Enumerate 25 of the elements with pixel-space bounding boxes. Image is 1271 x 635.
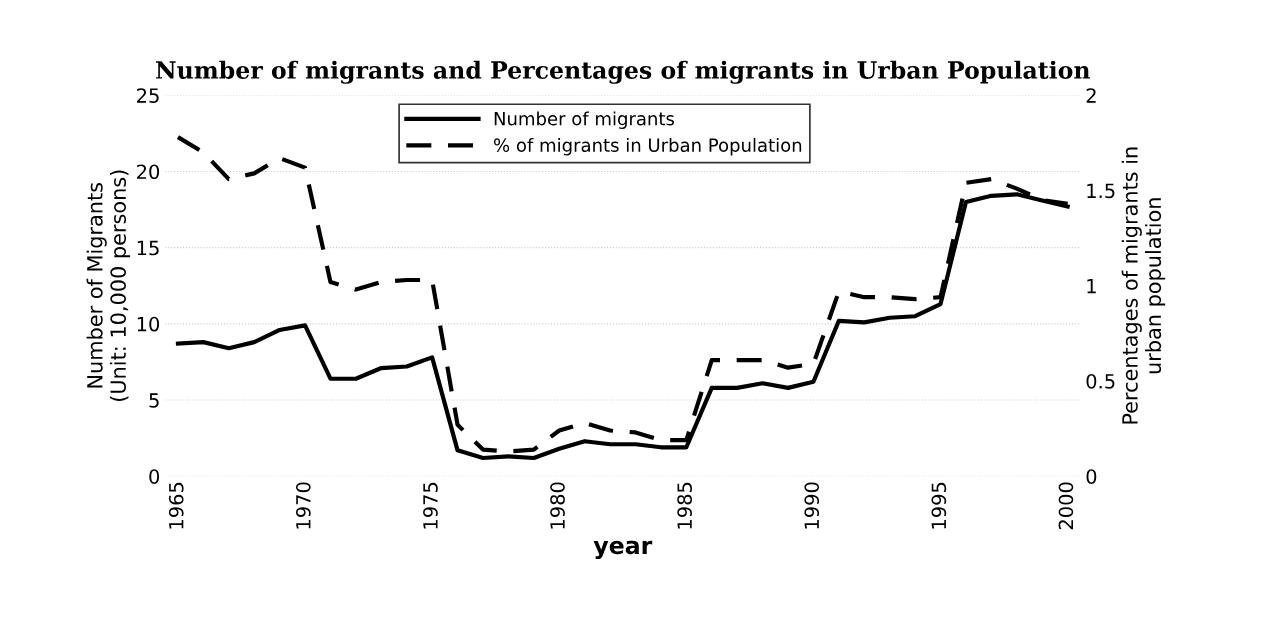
y-tick-label: 15 <box>137 240 159 256</box>
legend-label: Number of migrants <box>494 111 675 129</box>
y-tick-label: 0 <box>149 469 160 484</box>
x-tick-label: 1970 <box>295 482 311 529</box>
y2-tick-label: 1.5 <box>1087 183 1115 199</box>
y2-tick-label: 0.5 <box>1086 373 1115 389</box>
x-tick-label: 1985 <box>677 482 692 529</box>
y2-tick-label: 0 <box>1086 469 1097 484</box>
y-axis-title: Number of Migrants (Unit: 10,000 persons) <box>86 170 131 401</box>
x-axis-title: year <box>593 540 653 559</box>
x-tick-label: 2000 <box>1058 482 1074 530</box>
x-tick-label: 1990 <box>804 482 820 529</box>
y2-tick-label: 1 <box>1087 278 1096 294</box>
y2-axis-title: Percentages of migrants in urban population <box>1121 147 1166 424</box>
x-tick-label: 1980 <box>550 482 565 529</box>
chart-title: Number of migrants and Percentages of migrants in Urban Population <box>156 60 1091 84</box>
y-tick-label: 10 <box>137 316 160 332</box>
y-tick-label: 20 <box>137 164 160 180</box>
x-tick-label: 1995 <box>931 482 947 529</box>
y2-tick-label: 2 <box>1086 88 1096 103</box>
x-tick-label: 1975 <box>423 482 438 529</box>
legend-label: % of migrants in Urban Population <box>493 138 802 156</box>
y-tick-label: 5 <box>149 393 159 408</box>
y-tick-label: 25 <box>137 88 159 103</box>
x-tick-label: 1965 <box>168 482 184 529</box>
